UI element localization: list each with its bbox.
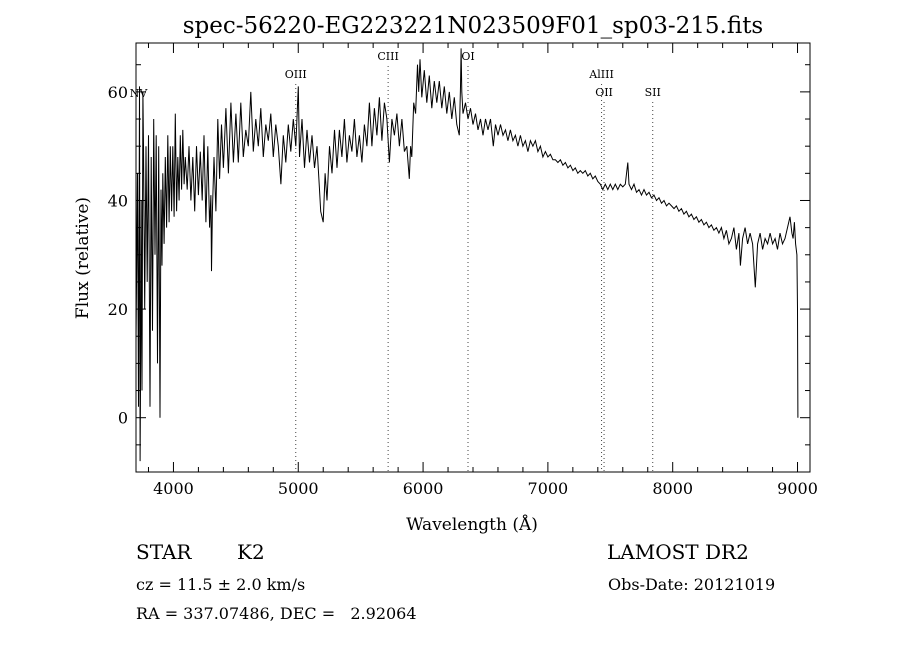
x-axis-label: Wavelength (Å) bbox=[406, 514, 538, 535]
x-tick-label: 8000 bbox=[652, 479, 693, 498]
chart-title: spec-56220-EG223221N023509F01_sp03-215.f… bbox=[183, 13, 764, 39]
marker-label-ciii: CIII bbox=[377, 50, 398, 63]
marker-label-aliii: AlIII bbox=[588, 68, 614, 81]
y-tick-label: 40 bbox=[108, 191, 128, 210]
y-tick-label: 20 bbox=[108, 300, 128, 319]
x-tick-label: 6000 bbox=[403, 479, 444, 498]
spectral-subclass: K2 bbox=[237, 540, 265, 564]
plot-frame bbox=[135, 42, 811, 473]
y-axis-label: Flux (relative) bbox=[73, 197, 93, 319]
marker-label-oii: OII bbox=[595, 86, 613, 99]
marker-label-oiii: OIII bbox=[285, 68, 307, 81]
spectrum-series-line bbox=[135, 48, 799, 462]
x-tick-label: 5000 bbox=[278, 479, 319, 498]
observation-date: Obs-Date: 20121019 bbox=[608, 575, 776, 594]
axis-ticks bbox=[136, 43, 810, 472]
redshift-velocity: cz = 11.5 ± 2.0 km/s bbox=[136, 575, 306, 594]
y-tick-label: 0 bbox=[118, 409, 128, 428]
y-tick-label: 60 bbox=[108, 83, 128, 102]
tick-labels: 4000 5000 6000 7000 8000 9000 0 20 40 60 bbox=[108, 83, 818, 498]
x-tick-label: 7000 bbox=[528, 479, 569, 498]
sky-coordinates: RA = 337.07486, DEC = 2.92064 bbox=[136, 604, 417, 623]
x-tick-label: 4000 bbox=[153, 479, 194, 498]
x-tick-label: 9000 bbox=[777, 479, 818, 498]
marker-label-oi: OI bbox=[461, 50, 474, 63]
survey-release: LAMOST DR2 bbox=[607, 540, 749, 564]
object-class: STAR bbox=[136, 540, 192, 564]
marker-label-sii: SII bbox=[645, 86, 661, 99]
